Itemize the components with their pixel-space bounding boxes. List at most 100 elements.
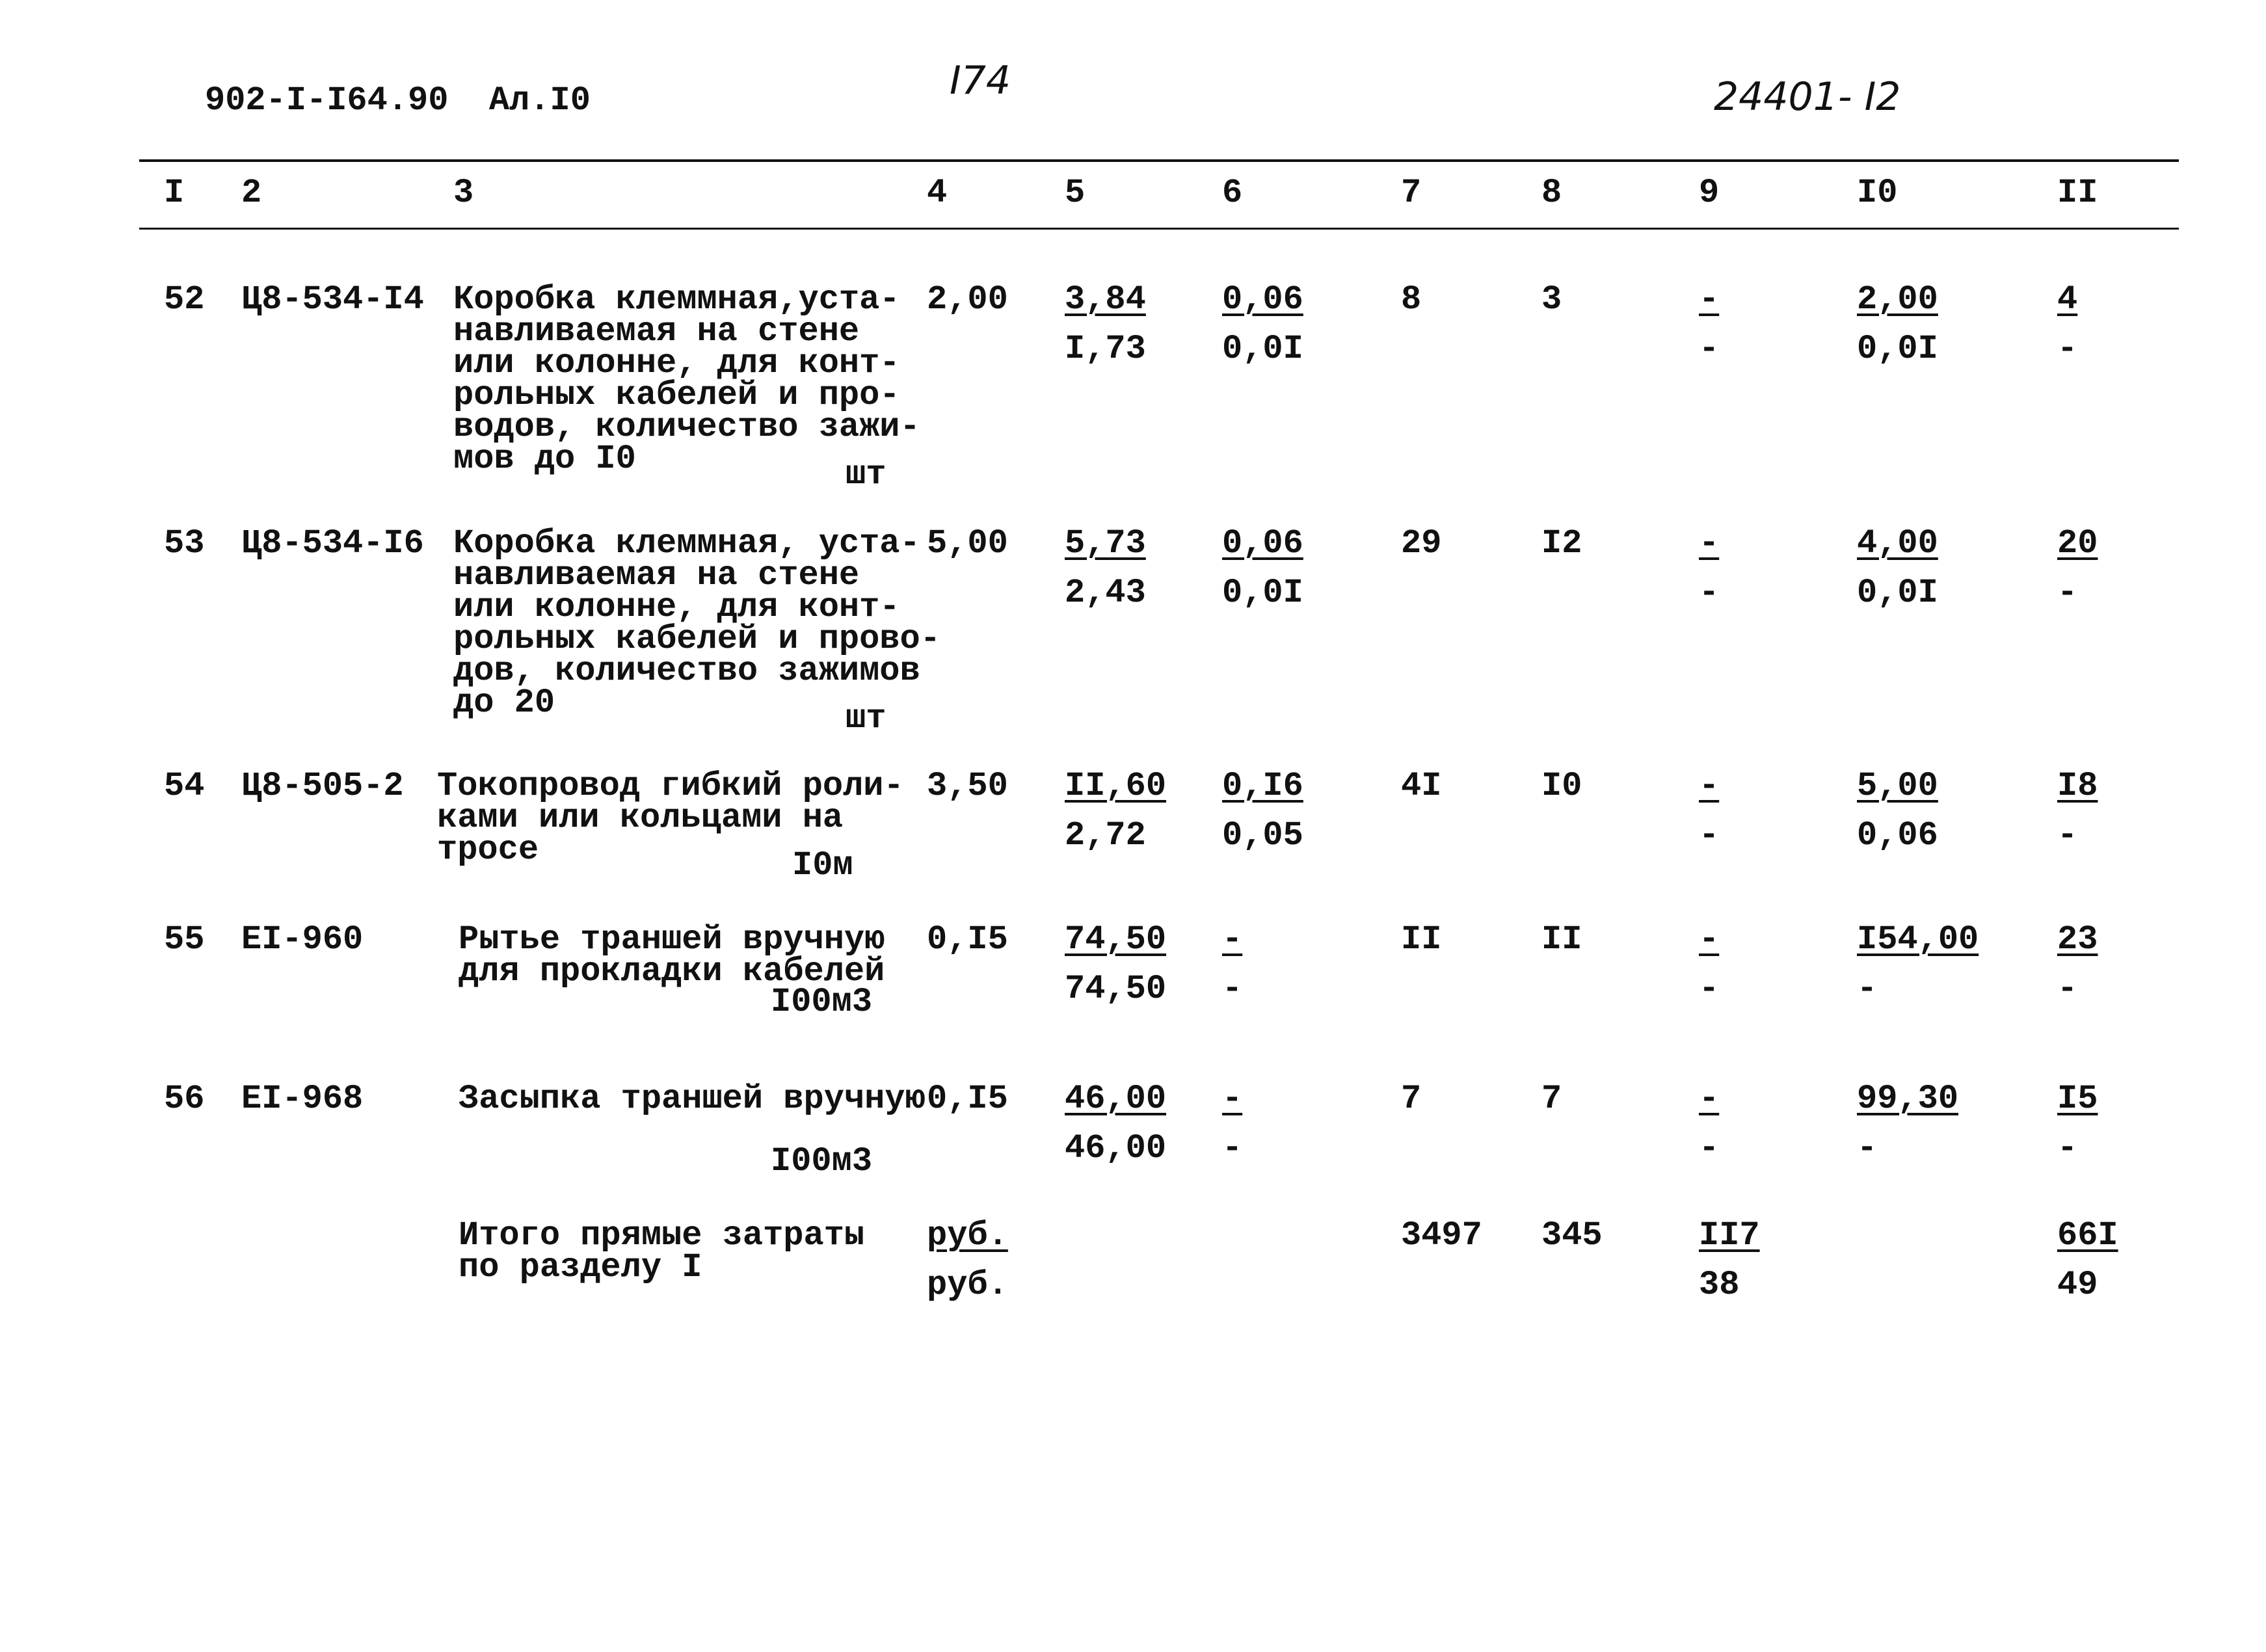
total-unit-top: руб.	[927, 1216, 1008, 1255]
unit: шт	[846, 699, 886, 738]
work-description-line: или колонне, для конт-	[453, 344, 900, 382]
column-header-3: 3	[453, 174, 474, 212]
work-description-line: до 20	[453, 684, 555, 722]
quantity: 0,I5	[927, 1080, 1008, 1118]
unit-cost-top: 46,00	[1065, 1080, 1167, 1118]
work-description-line: Коробка клеммная, уста-	[453, 524, 920, 563]
wage-cost-top: -	[1222, 1080, 1243, 1118]
column-header-5: 5	[1065, 174, 1086, 212]
work-description-line: или колонне, для конт-	[453, 588, 900, 626]
col11-top: I5	[2057, 1080, 2098, 1118]
total-cost: II	[1401, 920, 1442, 959]
col11-top: 23	[2057, 920, 2098, 959]
col10-bottom: -	[1857, 1129, 1878, 1167]
work-description-line: ками или кольцами на	[437, 799, 844, 837]
document-code: 902-I-I64.90 Ал.I0	[205, 81, 591, 120]
unit-cost-bottom: I,73	[1065, 330, 1146, 368]
work-description-line: дов, количество зажимов	[453, 652, 920, 690]
column-header-8: 8	[1541, 174, 1562, 212]
column-header-7: 7	[1401, 174, 1422, 212]
work-description-line: Засыпка траншей вручную	[459, 1080, 926, 1118]
total-wages: 345	[1541, 1216, 1603, 1255]
unit-cost-bottom: 2,72	[1065, 816, 1146, 855]
work-description-line: тросе	[437, 831, 539, 869]
col11-bottom: -	[2057, 330, 2078, 368]
norm-code: EI-960	[241, 920, 364, 959]
unit-cost-top: 3,84	[1065, 280, 1146, 319]
col10-top: I54,00	[1857, 920, 1979, 959]
norm-code: Ц8-505-2	[241, 767, 404, 805]
quantity: 5,00	[927, 524, 1008, 563]
col9-bottom: -	[1699, 330, 1720, 368]
unit: I0м	[792, 846, 853, 885]
column-header-4: 4	[927, 174, 948, 212]
total-cost: 8	[1401, 280, 1422, 319]
column-header-9: 9	[1699, 174, 1720, 212]
work-description-line: рольных кабелей и про-	[453, 376, 900, 414]
wage-cost-top: 0,06	[1222, 524, 1303, 563]
norm-code: Ц8-534-I4	[241, 280, 424, 319]
col10-top: 4,00	[1857, 524, 1938, 563]
norm-code: EI-968	[241, 1080, 364, 1118]
unit: шт	[846, 455, 886, 494]
column-header-6: 6	[1222, 174, 1243, 212]
col11-bottom: -	[2057, 574, 2078, 612]
total-cost: 4I	[1401, 767, 1442, 805]
unit-cost-top: 5,73	[1065, 524, 1146, 563]
col11-bottom: -	[2057, 816, 2078, 855]
work-description-line: Коробка клеммная,уста-	[453, 280, 900, 319]
work-description-line: Рытье траншей вручную	[459, 920, 885, 959]
page-number: I74	[950, 58, 1011, 103]
wage-cost-top: -	[1222, 920, 1243, 959]
col10-top: 5,00	[1857, 767, 1938, 805]
total-label-line: по разделу I	[459, 1248, 702, 1286]
col11-top: 4	[2057, 280, 2078, 319]
total-label-line: Итого прямые затраты	[459, 1216, 865, 1255]
header-rule	[139, 228, 2179, 230]
total-cost: 7	[1401, 1080, 1422, 1118]
total-wages: II	[1541, 920, 1582, 959]
unit-cost-bottom: 74,50	[1065, 970, 1167, 1008]
wage-cost-bottom: 0,0I	[1222, 574, 1303, 612]
wage-cost-top: 0,I6	[1222, 767, 1303, 805]
work-description-line: навливаемая на стене	[453, 312, 860, 351]
norm-code: Ц8-534-I6	[241, 524, 424, 563]
total-cost: 3497	[1401, 1216, 1482, 1255]
col9-bottom: -	[1699, 1129, 1720, 1167]
unit: I00м3	[771, 1142, 873, 1180]
unit-cost-bottom: 2,43	[1065, 574, 1146, 612]
wage-cost-bottom: 0,0I	[1222, 330, 1303, 368]
total-col11-top: 66I	[2057, 1216, 2118, 1255]
wage-cost-bottom: -	[1222, 970, 1243, 1008]
sheet-code: 24401- I2	[1714, 74, 1901, 120]
work-description-line: рольных кабелей и прово-	[453, 620, 940, 658]
unit-cost-top: 74,50	[1065, 920, 1167, 959]
col9-top: -	[1699, 1080, 1720, 1118]
wage-cost-top: 0,06	[1222, 280, 1303, 319]
unit-cost-top: II,60	[1065, 767, 1167, 805]
col10-top: 99,30	[1857, 1080, 1959, 1118]
col9-bottom: -	[1699, 816, 1720, 855]
col10-bottom: 0,0I	[1857, 330, 1938, 368]
row-number: 56	[164, 1080, 205, 1118]
quantity: 3,50	[927, 767, 1008, 805]
row-number: 55	[164, 920, 205, 959]
row-number: 52	[164, 280, 205, 319]
wage-cost-bottom: -	[1222, 1129, 1243, 1167]
row-number: 54	[164, 767, 205, 805]
total-col9-bottom: 38	[1699, 1266, 1740, 1304]
col11-bottom: -	[2057, 1129, 2078, 1167]
work-description-line: Токопровод гибкий роли-	[437, 767, 904, 805]
work-description-line: навливаемая на стене	[453, 556, 860, 594]
col11-top: I8	[2057, 767, 2098, 805]
wage-cost-bottom: 0,05	[1222, 816, 1303, 855]
col9-top: -	[1699, 280, 1720, 319]
total-wages: I2	[1541, 524, 1582, 563]
total-col11-bottom: 49	[2057, 1266, 2098, 1304]
unit: I00м3	[771, 983, 873, 1021]
col11-top: 20	[2057, 524, 2098, 563]
work-description-line: водов, количество зажи-	[453, 408, 920, 446]
col10-bottom: -	[1857, 970, 1878, 1008]
column-header-1: I	[164, 174, 185, 212]
row-number: 53	[164, 524, 205, 563]
